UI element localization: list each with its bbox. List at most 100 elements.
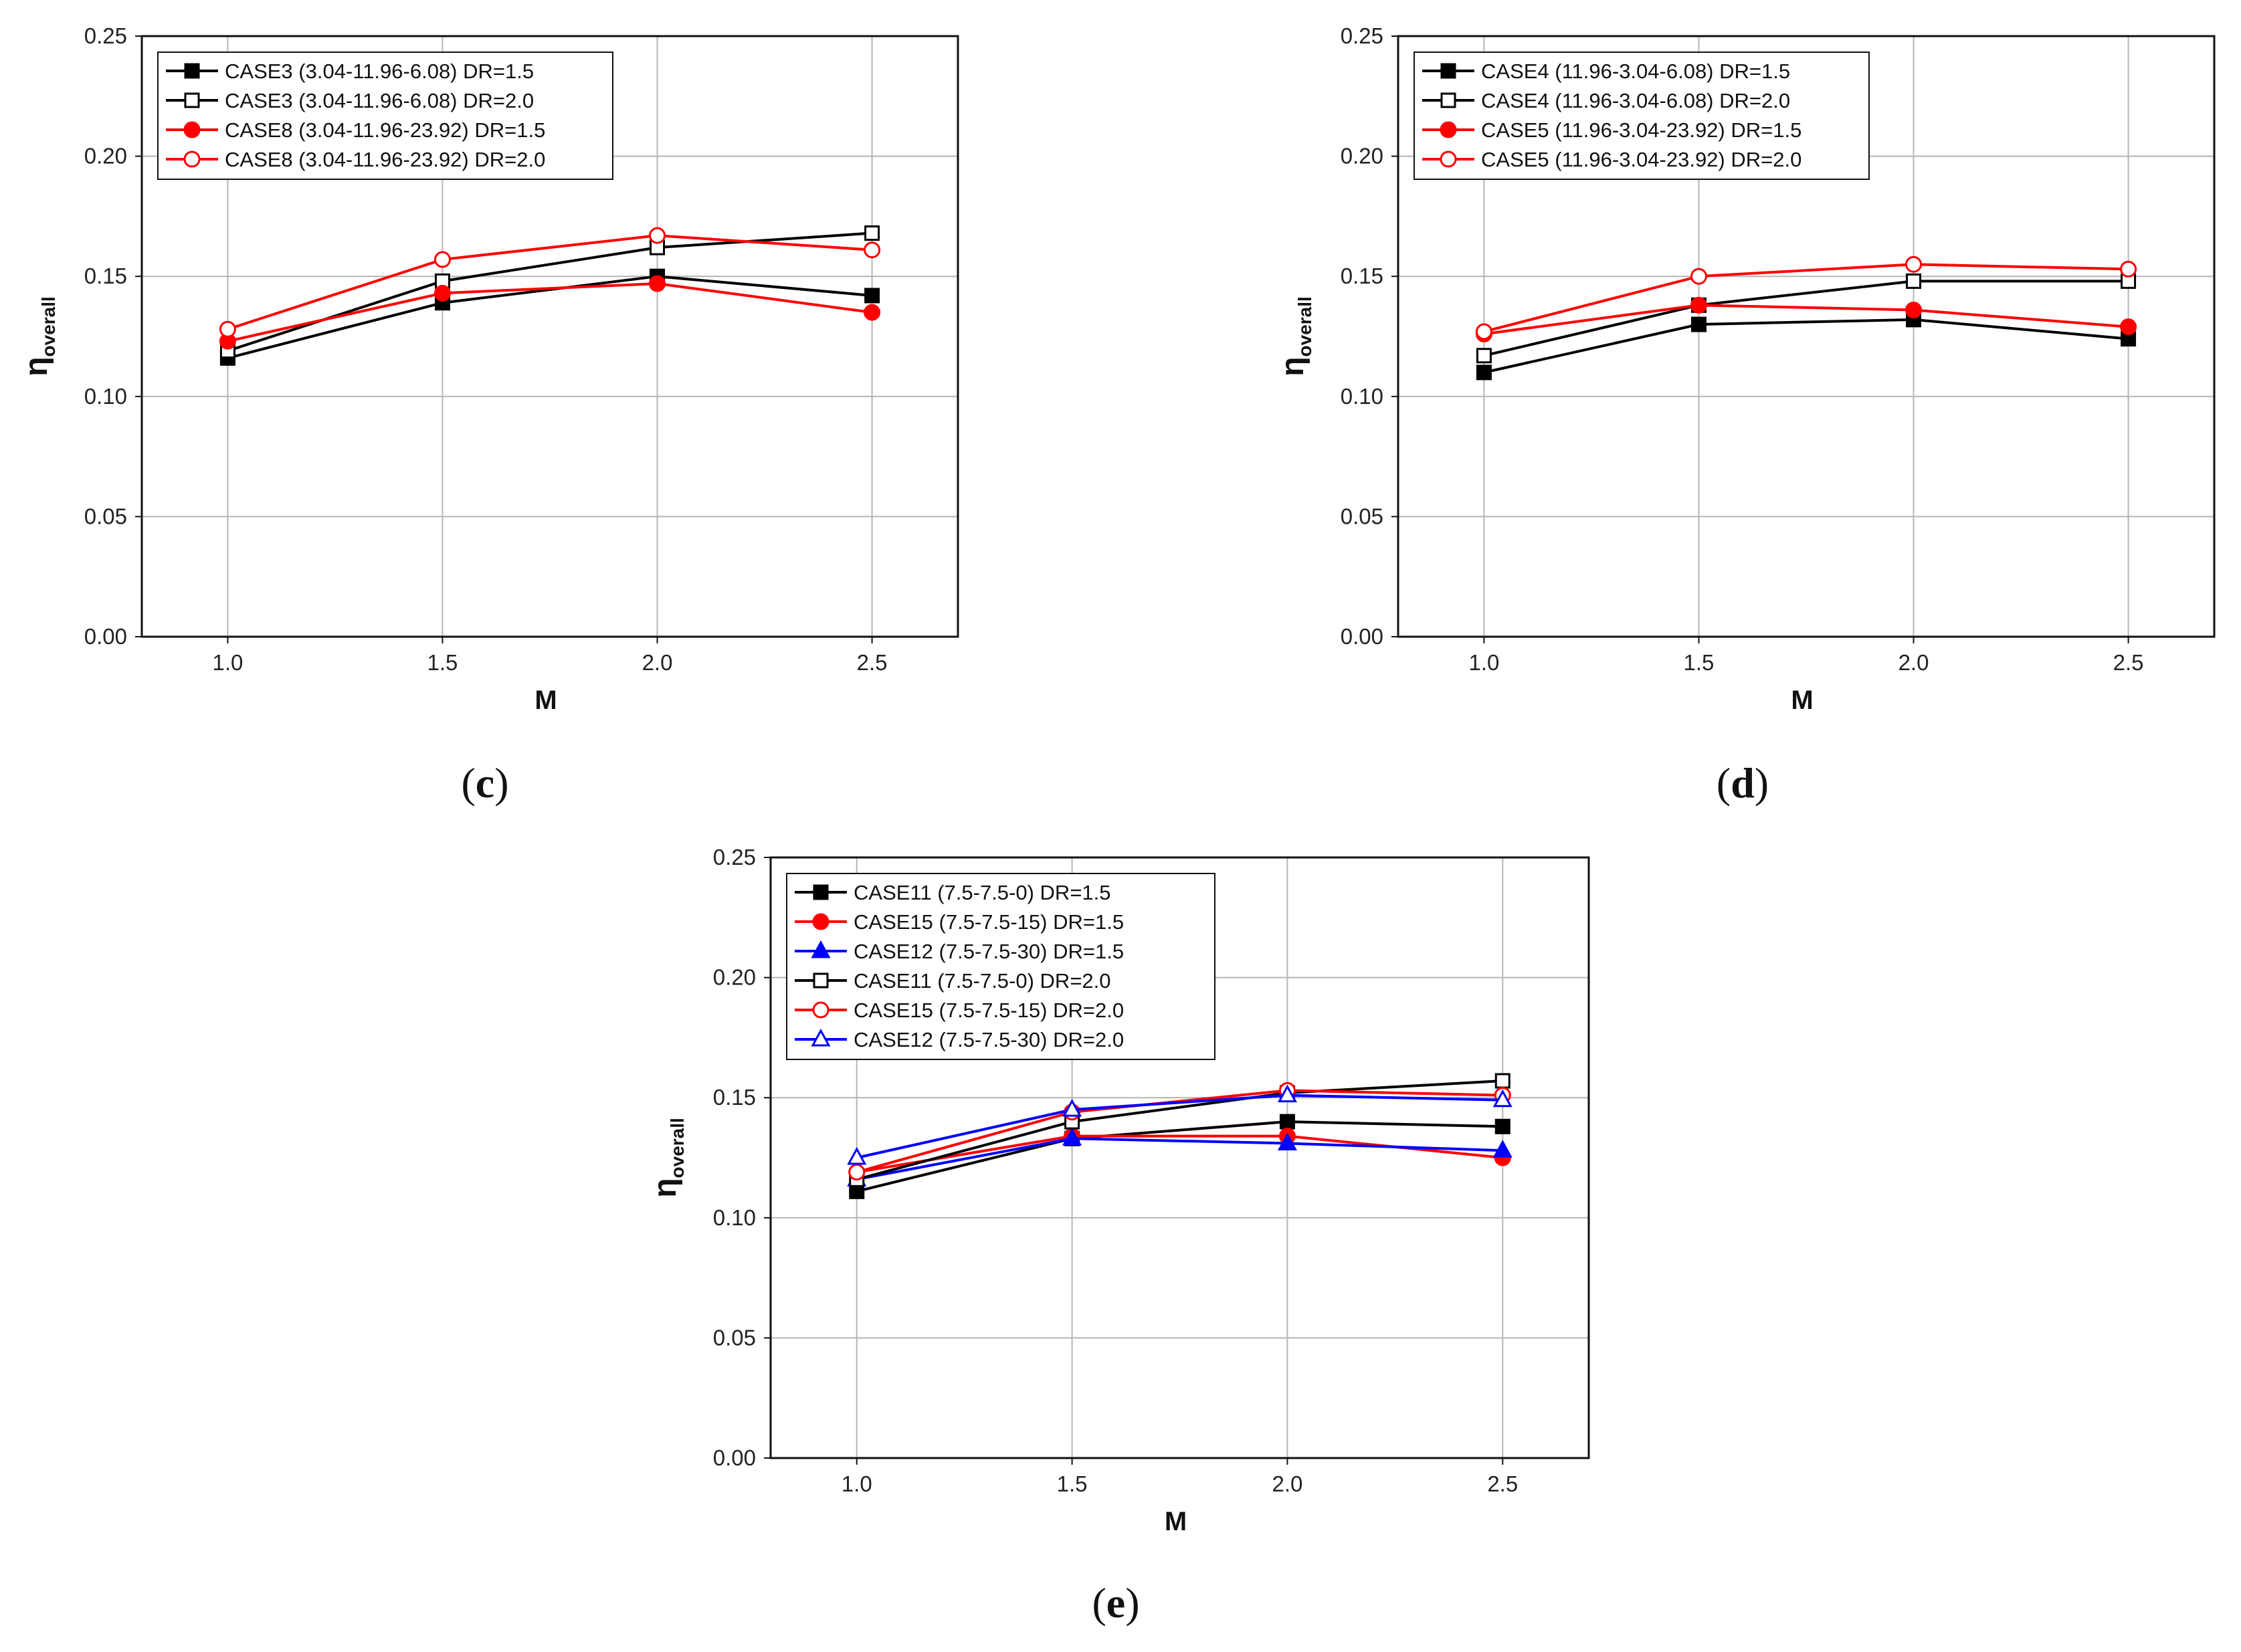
data-point [864, 288, 880, 304]
legend-entry: CASE5 (11.96-3.04-23.92) DR=2.0 [1422, 148, 1801, 171]
series-3 [1475, 255, 2137, 340]
y-axis-label-sub: overall [1294, 296, 1315, 356]
y-tick-label: 0.20 [713, 965, 756, 990]
x-axis-label: M [534, 686, 557, 715]
y-axis-label-main: η [19, 356, 54, 376]
legend: CASE3 (3.04-11.96-6.08) DR=1.5 CASE3 (3.0… [157, 51, 613, 180]
panel-label: (c) [461, 759, 508, 807]
series-5 [847, 1084, 1513, 1165]
panel-letter: d [1731, 759, 1755, 807]
legend-entry: CASE15 (7.5-7.5-15) DR=1.5 [795, 910, 1124, 934]
x-tick-label: 2.5 [857, 650, 888, 675]
data-point [1905, 255, 1923, 273]
data-point [219, 320, 236, 338]
legend-label: CASE5 (11.96-3.04-23.92) DR=2.0 [1481, 148, 1801, 171]
series-line [1484, 304, 2129, 336]
legend-marker [811, 940, 831, 958]
data-point [1690, 296, 1707, 314]
legend-entry: CASE8 (3.04-11.96-23.92) DR=1.5 [166, 118, 545, 142]
legend-label: CASE3 (3.04-11.96-6.08) DR=2.0 [225, 89, 534, 112]
data-point [2120, 260, 2137, 278]
y-tick-label: 0.15 [1341, 264, 1383, 288]
series-line [856, 1079, 1503, 1181]
data-point [864, 304, 881, 321]
series-3 [219, 227, 881, 338]
panel-paren-open: ( [1092, 1579, 1106, 1627]
x-axis-label: M [1791, 686, 1813, 715]
data-point [1492, 1140, 1513, 1158]
y-axis-label-sub: overall [667, 1118, 688, 1178]
plot-frame [1397, 35, 2216, 638]
y-tick-label: 0.05 [1341, 504, 1383, 528]
legend-label: CASE12 (7.5-7.5-30) DR=1.5 [854, 940, 1124, 963]
legend-label: CASE12 (7.5-7.5-30) DR=2.0 [854, 1028, 1124, 1051]
y-axis-label-main: η [648, 1178, 683, 1197]
data-point [1062, 1099, 1082, 1117]
legend-marker [813, 972, 829, 989]
y-axis-label-main: η [1275, 356, 1310, 376]
data-point [1690, 268, 1707, 285]
x-tick-label: 2.5 [2113, 650, 2144, 675]
y-tick-label: 0.25 [1341, 23, 1383, 48]
legend-label: CASE8 (3.04-11.96-23.92) DR=2.0 [225, 148, 545, 171]
data-point [1906, 273, 1922, 289]
series-line [1483, 318, 2129, 374]
data-point [864, 241, 881, 259]
data-point [848, 1164, 866, 1181]
series-1 [1476, 273, 2137, 364]
x-tick-label: 1.0 [842, 1471, 872, 1496]
panel-label: (d) [1717, 759, 1769, 807]
legend-entry: CASE12 (7.5-7.5-30) DR=1.5 [795, 940, 1124, 963]
legend-entry: CASE15 (7.5-7.5-15) DR=2.0 [795, 999, 1124, 1022]
series-1 [219, 225, 880, 359]
x-tick-label: 1.5 [1057, 1471, 1088, 1496]
y-tick-label: 0.10 [713, 1205, 756, 1230]
y-tick-label: 0.00 [1341, 624, 1383, 649]
panel-paren-open: ( [461, 759, 475, 807]
legend-label: CASE8 (3.04-11.96-23.92) DR=1.5 [225, 118, 545, 142]
series-line [856, 1120, 1503, 1193]
y-tick-label: 0.05 [84, 504, 127, 528]
panel-letter: c [476, 759, 494, 807]
data-point [1476, 348, 1492, 364]
legend-entry: CASE5 (11.96-3.04-23.92) DR=1.5 [1422, 118, 1801, 142]
chart-panel-e: 0.00 0.05 0.10 0.15 0.20 0.25 1.0 1.5 2.0 2.5 Mηov… [648, 845, 1590, 1627]
legend-label: CASE4 (11.96-3.04-6.08) DR=2.0 [1481, 89, 1790, 112]
chart-panel-d: 0.00 0.05 0.10 0.15 0.20 0.25 1.0 1.5 2.0 2.5 Mηov… [1275, 23, 2216, 807]
legend-marker [183, 150, 201, 168]
data-point [847, 1146, 867, 1165]
legend-label: CASE15 (7.5-7.5-15) DR=1.5 [854, 910, 1124, 934]
y-axis-label-sub: overall [38, 296, 59, 356]
legend-label: CASE11 (7.5-7.5-0) DR=1.5 [854, 881, 1111, 904]
data-point [1494, 1073, 1511, 1089]
y-tick-label: 0.20 [84, 144, 127, 169]
legend-marker [1440, 121, 1457, 138]
data-point [1279, 1114, 1295, 1130]
legend-label: CASE3 (3.04-11.96-6.08) DR=1.5 [225, 60, 534, 83]
y-tick-label: 0.00 [84, 624, 127, 649]
legend-entry: CASE3 (3.04-11.96-6.08) DR=2.0 [166, 89, 534, 112]
series-0 [219, 268, 880, 366]
data-point [1905, 301, 1923, 318]
panel-paren-close: ) [1755, 759, 1769, 807]
x-tick-label: 2.0 [1898, 650, 1929, 675]
y-tick-label: 0.20 [1341, 144, 1383, 169]
legend-label: CASE4 (11.96-3.04-6.08) DR=1.5 [1481, 60, 1790, 83]
data-point [649, 275, 666, 292]
legend-entry: CASE4 (11.96-3.04-6.08) DR=1.5 [1422, 60, 1790, 83]
data-point [649, 227, 666, 244]
series-line [856, 1094, 1503, 1159]
y-tick-label: 0.00 [713, 1445, 756, 1470]
legend-label: CASE11 (7.5-7.5-0) DR=2.0 [854, 969, 1111, 993]
legend-label: CASE15 (7.5-7.5-15) DR=2.0 [854, 999, 1124, 1022]
legend-marker [1440, 63, 1456, 79]
x-tick-label: 2.0 [642, 650, 673, 675]
y-tick-label: 0.15 [84, 264, 127, 288]
panel-paren-close: ) [494, 759, 508, 807]
legend-marker [812, 1001, 830, 1019]
plot-frame [769, 856, 1590, 1459]
y-tick-label: 0.10 [84, 384, 127, 409]
y-axis-label: ηoverall [19, 296, 59, 377]
plot-frame [140, 35, 959, 638]
